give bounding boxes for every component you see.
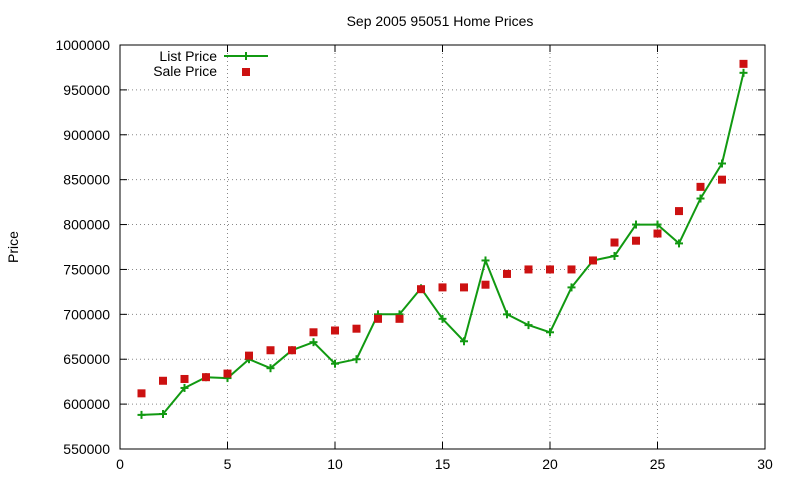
list-price-point (438, 314, 447, 323)
sale-price-point (460, 283, 468, 292)
x-tick-label: 10 (327, 456, 343, 472)
legend: List Price Sale Price (153, 48, 268, 79)
sale-price-point (202, 373, 210, 382)
x-tick-label: 5 (224, 456, 232, 472)
y-axis-label: Price (5, 231, 21, 263)
list-price-point (632, 220, 640, 229)
y-tick-label: 1000000 (55, 37, 110, 53)
y-tick-label: 800000 (63, 217, 110, 233)
sale-price-point (395, 314, 404, 323)
chart-title: Sep 2005 95051 Home Prices (347, 13, 534, 29)
legend-label-list-price: List Price (159, 48, 217, 64)
sale-price-point (739, 59, 748, 68)
legend-marker-sale-price (242, 68, 250, 76)
sale-price-point (438, 283, 447, 292)
x-tick-label: 0 (116, 456, 124, 472)
list-price-point (718, 159, 726, 168)
y-tick-label: 550000 (63, 441, 110, 457)
sale-price-point (696, 182, 705, 191)
x-tick-label: 20 (542, 456, 558, 472)
legend-plus-marker (242, 52, 250, 60)
list-price-point (503, 310, 511, 319)
legend-label-sale-price: Sale Price (153, 63, 217, 79)
sale-price-point (524, 265, 533, 274)
sale-price-point (352, 324, 361, 333)
y-tick-label: 900000 (63, 127, 110, 143)
legend-marker-list-price (242, 52, 250, 60)
list-price-point (524, 321, 533, 330)
y-tick-label: 850000 (63, 172, 110, 188)
sale-price-point (718, 175, 726, 184)
list-price-point (331, 359, 339, 368)
list-price-point (460, 337, 468, 346)
y-tick-label: 650000 (63, 351, 110, 367)
list-price-point (610, 251, 619, 260)
sale-price-point (266, 346, 275, 355)
sale-price-point (180, 374, 189, 383)
sale-price-point (223, 369, 232, 378)
list-price-point (739, 68, 748, 77)
sale-price-point (632, 236, 640, 245)
list-price-point (481, 256, 490, 265)
y-tick-label: 600000 (63, 396, 110, 412)
sale-price-point (374, 314, 382, 323)
list-price-point (159, 409, 167, 418)
plot-frame (119, 44, 766, 450)
sale-price-point (309, 328, 318, 337)
sale-price-point (675, 207, 683, 216)
list-price-point (653, 220, 662, 229)
x-tick-label: 25 (650, 456, 666, 472)
sale-price-point (653, 229, 662, 238)
plot-series (137, 59, 748, 419)
y-tick-label: 750000 (63, 261, 110, 277)
sale-price-point (245, 351, 253, 360)
legend-square-marker (242, 68, 250, 76)
sale-price-point (546, 265, 554, 274)
y-tick-label: 950000 (63, 82, 110, 98)
list-price-point (675, 239, 683, 248)
sale-price-point (159, 376, 167, 385)
sale-price-point (610, 238, 619, 247)
list-price-point (696, 194, 705, 203)
sale-price-point (589, 256, 597, 265)
list-price-point (180, 383, 189, 392)
list-price-point (352, 355, 361, 364)
x-tick-label: 15 (435, 456, 451, 472)
list-price-point (309, 338, 318, 347)
list-price-point (567, 283, 576, 292)
sale-price-point (288, 346, 296, 355)
list-price-point (266, 364, 275, 373)
sale-price-point (137, 389, 146, 398)
sale-price-point (417, 285, 425, 294)
sale-price-point (331, 326, 339, 335)
list-price-point (546, 328, 554, 337)
list-price-point (137, 410, 146, 419)
sale-price-point (567, 265, 576, 274)
x-tick-label: 30 (757, 456, 773, 472)
tick-labels: 0 5 10 15 20 25 30 550000 600000 650000 700000 7500… (55, 37, 773, 472)
sale-price-point (503, 269, 511, 278)
y-tick-label: 700000 (63, 306, 110, 322)
sale-price-point (481, 280, 490, 289)
